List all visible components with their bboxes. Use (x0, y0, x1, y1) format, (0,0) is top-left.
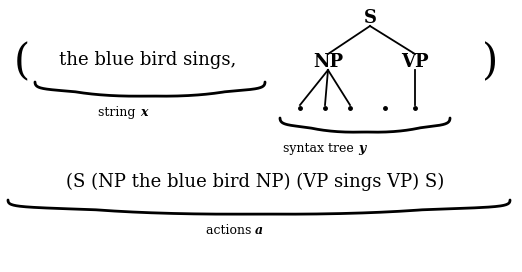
Text: VP: VP (401, 53, 429, 71)
Text: actions: actions (206, 224, 255, 237)
Text: S: S (363, 9, 376, 27)
Text: a: a (255, 224, 263, 237)
Text: y: y (358, 142, 365, 155)
Text: x: x (140, 106, 148, 119)
Text: NP: NP (313, 53, 343, 71)
Text: (: ( (14, 41, 30, 83)
Text: the blue bird sings,: the blue bird sings, (60, 51, 236, 69)
Text: string: string (99, 106, 140, 119)
Text: ): ) (482, 41, 498, 83)
Text: syntax tree: syntax tree (283, 142, 358, 155)
Text: (S (NP the blue bird NP) (VP sings VP) S): (S (NP the blue bird NP) (VP sings VP) S… (66, 173, 444, 191)
